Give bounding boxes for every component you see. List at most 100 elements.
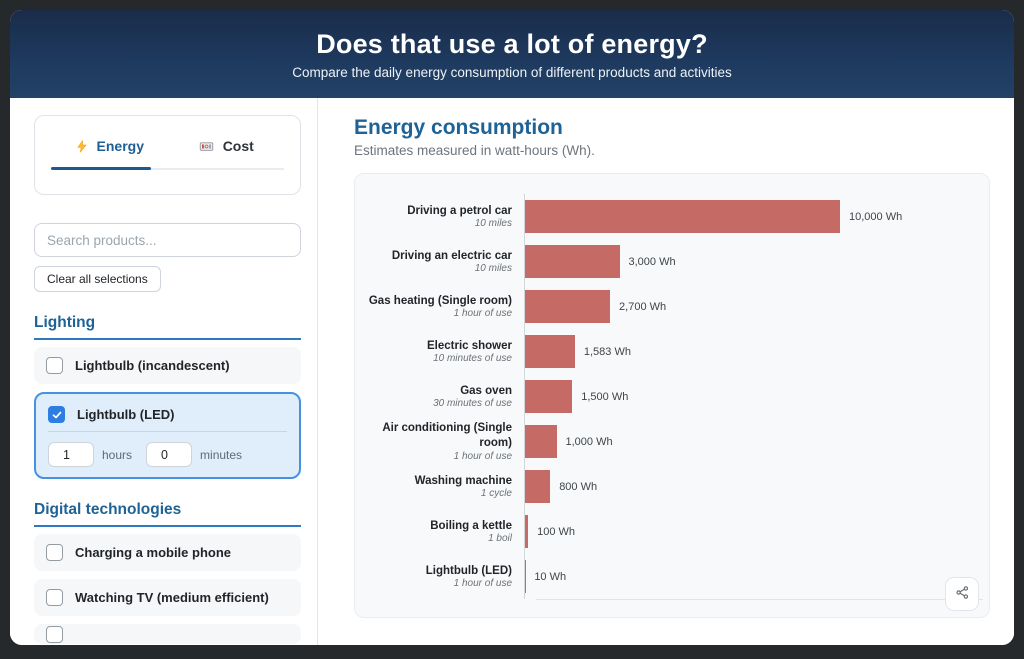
- section-heading: Lighting: [34, 314, 301, 340]
- tab-cost-label: Cost: [222, 138, 254, 154]
- bar: [525, 200, 840, 233]
- checkbox[interactable]: [48, 406, 65, 423]
- chart-title: Energy consumption: [354, 116, 563, 139]
- bar-area: 10 Wh: [524, 554, 989, 599]
- product-label: Charging a mobile phone: [75, 545, 232, 560]
- category-label: Gas heating (Single room): [368, 294, 512, 307]
- tab-energy[interactable]: Energy: [51, 138, 168, 154]
- chart-row: Air conditioning (Single room) 1 hour of …: [355, 419, 989, 464]
- divider: [48, 431, 287, 432]
- sidebar: Energy Cost Clear all selections: [10, 98, 318, 645]
- category-label: Electric shower: [426, 339, 512, 352]
- product-item[interactable]: Watching TV (medium efficient): [34, 579, 301, 616]
- usage-label: 1 cycle: [480, 488, 512, 500]
- value-label: 800 Wh: [559, 480, 598, 493]
- product-label: Lightbulb (incandescent): [75, 358, 230, 373]
- checkbox[interactable]: [46, 357, 63, 374]
- chart-row: Gas heating (Single room) 1 hour of use 2,…: [355, 284, 989, 329]
- chart-row: Driving an electric car 10 miles 3,000 Wh: [355, 239, 989, 284]
- product-item[interactable]: Charging a mobile phone: [34, 534, 301, 571]
- chart-row: Gas oven 30 minutes of use 1,500 Wh: [355, 374, 989, 419]
- bar: [525, 470, 551, 503]
- bar: [525, 335, 575, 368]
- bar: [525, 245, 620, 278]
- bar: [525, 380, 573, 413]
- value-label: 1,000 Wh: [565, 435, 613, 448]
- category-label: Lightbulb (LED): [425, 564, 512, 577]
- checkbox[interactable]: [46, 589, 63, 606]
- chart-row: Washing machine 1 cycle 800 Wh: [355, 464, 989, 509]
- share-icon: [954, 584, 971, 604]
- page-title: Does that use a lot of energy?: [316, 28, 708, 59]
- chart-row-labels: Driving an electric car 10 miles: [355, 249, 524, 275]
- banknote-icon: [198, 139, 215, 154]
- value-label: 3,000 Wh: [628, 255, 676, 268]
- chart-row: Electric shower 10 minutes of use 1,583 Wh: [355, 329, 989, 374]
- category-label: Washing machine: [414, 474, 512, 487]
- bar-area: 1,583 Wh: [524, 329, 989, 374]
- duration-row: hours minutes: [48, 432, 287, 467]
- chart-row-labels: Air conditioning (Single room) 1 hour of …: [355, 421, 524, 462]
- value-label: 1,583 Wh: [583, 345, 631, 358]
- clear-selections-button[interactable]: Clear all selections: [34, 266, 161, 292]
- main-panel: Energy consumption Estimates measured in…: [318, 98, 1014, 645]
- checkbox[interactable]: [46, 544, 63, 561]
- category-label: Boiling a kettle: [430, 519, 512, 532]
- chart-row: Lightbulb (LED) 1 hour of use 10 Wh: [355, 554, 989, 599]
- category-label: Gas oven: [460, 384, 512, 397]
- usage-label: 1 hour of use: [453, 308, 512, 320]
- hours-input[interactable]: [48, 442, 94, 467]
- bar-area: 100 Wh: [524, 509, 989, 554]
- bar-area: 10,000 Wh: [524, 194, 989, 239]
- tabs-card: Energy Cost: [34, 115, 301, 195]
- product-item[interactable]: Lightbulb (incandescent): [34, 347, 301, 384]
- category-label: Driving an electric car: [391, 249, 512, 262]
- bar-area: 800 Wh: [524, 464, 989, 509]
- usage-label: 10 minutes of use: [433, 353, 512, 365]
- chart-row-labels: Electric shower 10 minutes of use: [355, 339, 524, 365]
- product-row: Lightbulb (LED): [48, 402, 287, 431]
- bar-area: 1,500 Wh: [524, 374, 989, 419]
- chart-row-labels: Boiling a kettle 1 boil: [355, 519, 524, 545]
- category-label: Air conditioning (Single room): [382, 422, 512, 449]
- section-heading: Digital technologies: [34, 501, 301, 527]
- product-item[interactable]: [34, 624, 301, 644]
- minutes-input[interactable]: [146, 442, 193, 467]
- tab-underline: [51, 167, 284, 170]
- product-label: Watching TV (medium efficient): [75, 590, 269, 605]
- category-label: Driving a petrol car: [407, 204, 512, 217]
- minutes-label: minutes: [200, 447, 243, 462]
- value-label: 1,500 Wh: [581, 390, 629, 403]
- checkbox[interactable]: [46, 625, 63, 643]
- chart-row-labels: Gas oven 30 minutes of use: [355, 384, 524, 410]
- bar: [525, 290, 611, 323]
- chart-row-labels: Washing machine 1 cycle: [355, 474, 524, 500]
- value-label: 10,000 Wh: [849, 210, 903, 223]
- value-label: 2,700 Wh: [619, 300, 667, 313]
- lightning-icon: [75, 139, 89, 154]
- value-label: 10 Wh: [534, 570, 567, 583]
- page-subtitle: Compare the daily energy consumption of …: [292, 64, 732, 80]
- bar: [525, 515, 529, 548]
- chart-row-labels: Lightbulb (LED) 1 hour of use: [355, 564, 524, 590]
- value-label: 100 Wh: [537, 525, 576, 538]
- usage-label: 1 boil: [488, 533, 512, 545]
- usage-label: 1 hour of use: [453, 450, 512, 462]
- chart-row-labels: Gas heating (Single room) 1 hour of use: [355, 294, 524, 320]
- chart-row-labels: Driving a petrol car 10 miles: [355, 204, 524, 230]
- product-item-selected[interactable]: Lightbulb (LED) hours minutes: [34, 392, 301, 479]
- hours-label: hours: [102, 447, 133, 462]
- chart-baseline: [536, 599, 983, 600]
- tab-cost[interactable]: Cost: [168, 138, 285, 154]
- app-header: Does that use a lot of energy? Compare t…: [10, 10, 1014, 98]
- chart-row: Boiling a kettle 1 boil 100 Wh: [355, 509, 989, 554]
- chart-row: Driving a petrol car 10 miles 10,000 Wh: [355, 194, 989, 239]
- usage-label: 30 minutes of use: [433, 398, 512, 410]
- active-tab-indicator: [51, 167, 152, 170]
- share-button[interactable]: [945, 577, 979, 611]
- bar-area: 2,700 Wh: [524, 284, 989, 329]
- usage-label: 10 miles: [474, 263, 512, 275]
- search-input[interactable]: [34, 223, 301, 257]
- bar: [525, 425, 557, 458]
- chart-card: Driving a petrol car 10 miles 10,000 Wh Dri…: [354, 173, 990, 618]
